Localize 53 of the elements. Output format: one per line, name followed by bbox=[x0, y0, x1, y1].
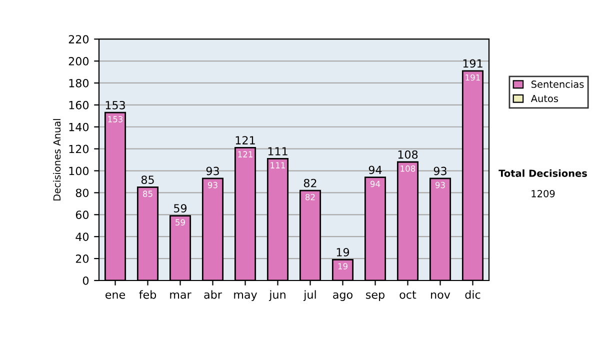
data-label: 108 bbox=[400, 165, 416, 172]
data-label: 19 bbox=[338, 263, 348, 270]
x-tick-label: feb bbox=[139, 290, 156, 299]
y-tick-label: 220 bbox=[68, 35, 89, 44]
data-label: 121 bbox=[238, 151, 252, 158]
total-label: 93 bbox=[206, 166, 219, 176]
x-tick-label: sep bbox=[366, 292, 384, 301]
legend-label: Autos bbox=[530, 94, 558, 102]
total-label: 111 bbox=[268, 147, 288, 156]
total-label: 121 bbox=[236, 136, 255, 144]
x-tick-label: ago bbox=[333, 292, 352, 301]
y-tick-label: 40 bbox=[76, 232, 89, 241]
data-label: 93 bbox=[435, 182, 445, 188]
total-label: 85 bbox=[141, 176, 154, 184]
y-tick-label: 200 bbox=[68, 57, 89, 66]
y-tick-label: 60 bbox=[76, 210, 89, 220]
data-label: 59 bbox=[176, 219, 185, 226]
total-label: 94 bbox=[368, 166, 382, 174]
data-label: 191 bbox=[466, 74, 480, 81]
y-tick-label: 20 bbox=[76, 254, 89, 263]
total-label: 19 bbox=[336, 248, 350, 256]
y-tick-label: 100 bbox=[69, 166, 89, 176]
y-tick-label: 180 bbox=[69, 78, 89, 88]
data-label: 93 bbox=[208, 182, 218, 188]
data-label: 94 bbox=[370, 180, 380, 188]
x-tick-label: jun bbox=[268, 290, 286, 301]
x-tick-label: abr bbox=[204, 290, 222, 299]
data-label: 82 bbox=[306, 194, 315, 200]
total-label: 191 bbox=[463, 59, 482, 68]
x-tick-label: ene bbox=[106, 292, 126, 299]
legend-label: Sentencias bbox=[531, 80, 584, 88]
total-label: 108 bbox=[398, 150, 418, 159]
y-tick-label: 80 bbox=[76, 188, 89, 198]
total-label: 93 bbox=[434, 166, 446, 176]
x-tick-label: dic bbox=[465, 290, 480, 299]
total-label: 82 bbox=[304, 178, 316, 188]
text: Total Decisiones bbox=[498, 169, 587, 177]
y-tick-label: 140 bbox=[69, 122, 89, 132]
x-tick-label: nov bbox=[431, 292, 450, 299]
text: 1209 bbox=[532, 190, 555, 198]
y-axis-title: Decisiones Anual bbox=[53, 119, 61, 200]
x-tick-label: jul bbox=[303, 290, 316, 301]
data-label: 85 bbox=[143, 190, 152, 197]
x-tick-label: oct bbox=[400, 290, 416, 299]
y-tick-label: 120 bbox=[69, 144, 89, 154]
data-label: 153 bbox=[108, 116, 123, 122]
total-label: 59 bbox=[174, 204, 187, 213]
x-tick-label: may bbox=[234, 292, 258, 301]
y-tick-label: 160 bbox=[69, 100, 89, 110]
y-tick-label: 0 bbox=[82, 276, 89, 285]
total-label: 153 bbox=[106, 100, 125, 110]
x-tick-label: mar bbox=[170, 292, 192, 299]
data-label: 111 bbox=[270, 162, 285, 168]
